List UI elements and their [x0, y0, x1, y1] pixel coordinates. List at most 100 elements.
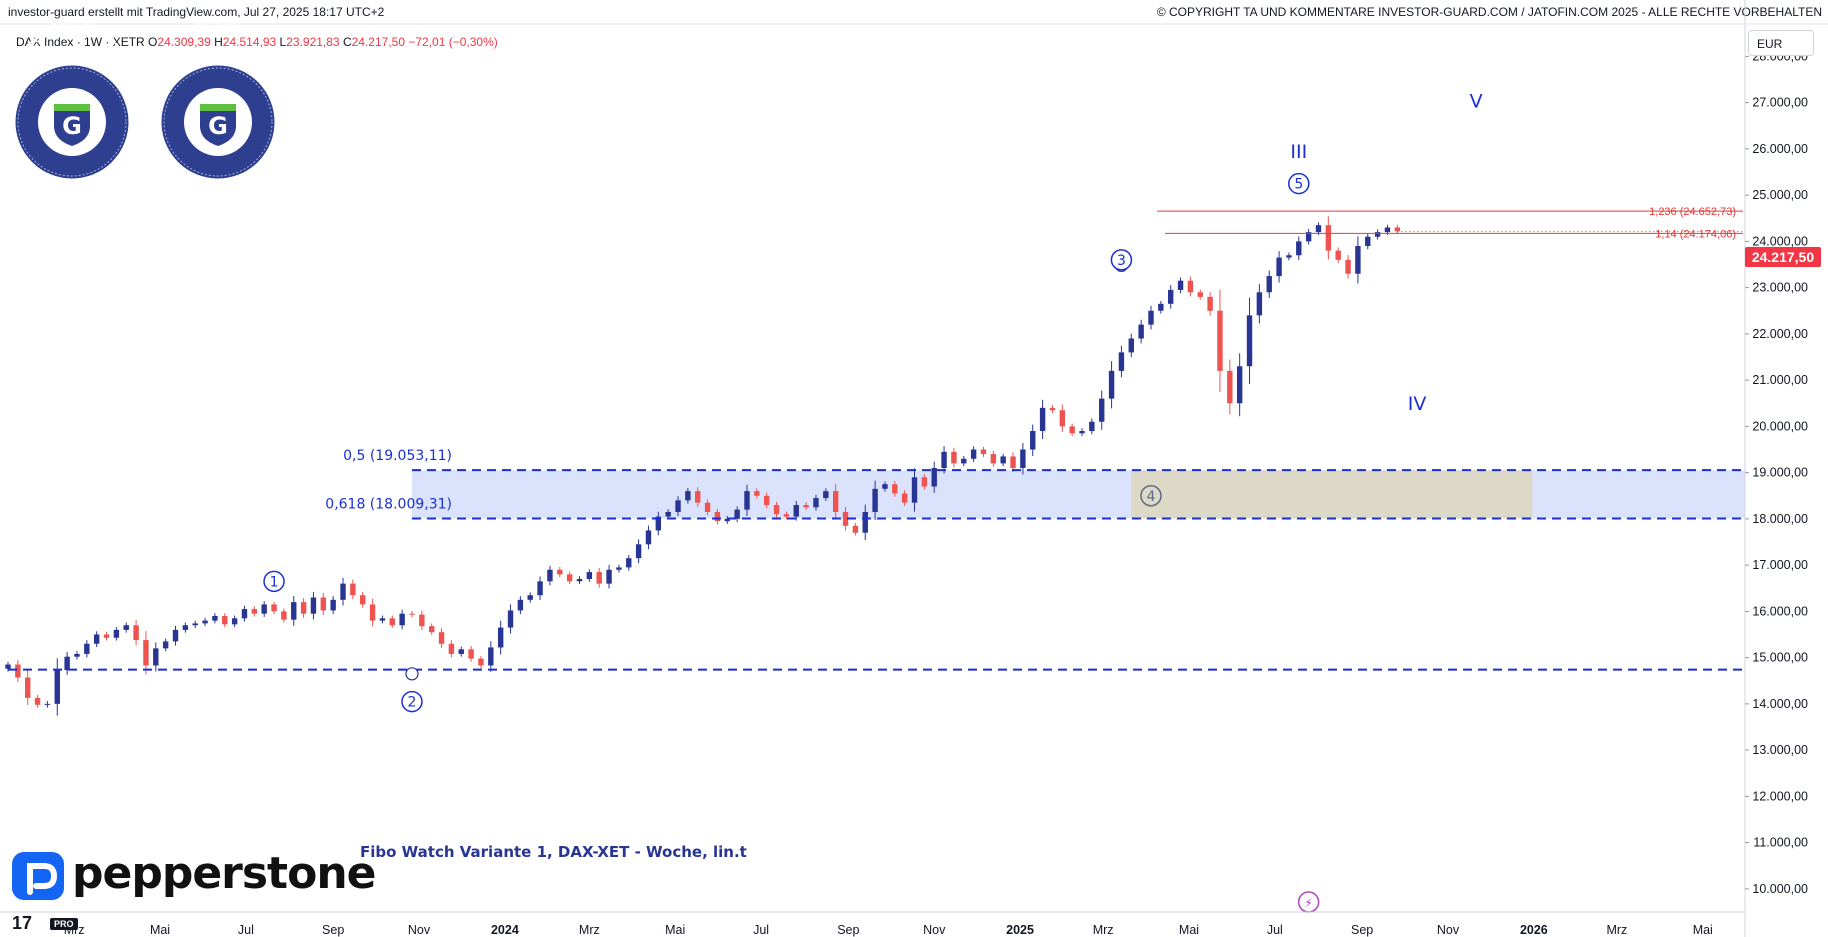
- candle[interactable]: [783, 511, 790, 520]
- candle[interactable]: [1266, 270, 1272, 298]
- candle[interactable]: [1246, 297, 1253, 385]
- candle[interactable]: [350, 579, 356, 600]
- candle[interactable]: [1099, 390, 1105, 430]
- candle[interactable]: [497, 620, 504, 655]
- candle[interactable]: [320, 592, 327, 615]
- candle[interactable]: [1315, 222, 1322, 235]
- candle[interactable]: [832, 483, 839, 520]
- candle[interactable]: [1039, 399, 1046, 440]
- candle[interactable]: [1187, 276, 1194, 297]
- candle[interactable]: [448, 640, 455, 658]
- candle[interactable]: [1138, 319, 1144, 344]
- candle[interactable]: [93, 631, 100, 647]
- candle[interactable]: [961, 455, 967, 467]
- candle[interactable]: [1197, 289, 1203, 300]
- candle[interactable]: [1148, 305, 1154, 330]
- candle[interactable]: [369, 598, 376, 627]
- candle[interactable]: [852, 523, 859, 536]
- candle[interactable]: [222, 613, 228, 628]
- candle[interactable]: [931, 461, 937, 493]
- candle[interactable]: [1355, 236, 1361, 284]
- candle[interactable]: [714, 508, 721, 525]
- candle[interactable]: [635, 539, 642, 564]
- candle[interactable]: [44, 701, 51, 708]
- candle[interactable]: [84, 640, 90, 658]
- candle[interactable]: [54, 658, 60, 716]
- candle[interactable]: [192, 620, 198, 629]
- candle[interactable]: [1276, 251, 1282, 283]
- candle[interactable]: [517, 596, 524, 615]
- candle[interactable]: [1177, 277, 1184, 294]
- candle[interactable]: [25, 670, 31, 705]
- candle[interactable]: [340, 577, 346, 606]
- candle[interactable]: [655, 511, 662, 536]
- candle[interactable]: [1030, 424, 1036, 456]
- candle[interactable]: [379, 615, 386, 624]
- candle[interactable]: [626, 554, 632, 571]
- symbol-legend[interactable]: DAX Index · 1W · XETR O24.309,39 H24.514…: [16, 35, 498, 49]
- candle[interactable]: [862, 504, 868, 541]
- candle[interactable]: [1365, 233, 1371, 250]
- candle[interactable]: [389, 615, 395, 629]
- candle[interactable]: [645, 525, 652, 550]
- candle[interactable]: [291, 595, 297, 626]
- candle[interactable]: [468, 646, 474, 662]
- candle[interactable]: [1069, 423, 1075, 437]
- candle[interactable]: [1059, 404, 1066, 433]
- candle[interactable]: [1118, 345, 1125, 378]
- candle[interactable]: [586, 569, 593, 582]
- candle[interactable]: [872, 480, 878, 521]
- candle[interactable]: [527, 592, 533, 603]
- candle[interactable]: [557, 566, 563, 578]
- candle[interactable]: [596, 568, 602, 588]
- candle[interactable]: [1374, 229, 1381, 240]
- candle[interactable]: [823, 488, 829, 501]
- candle[interactable]: [428, 623, 435, 635]
- candle[interactable]: [15, 660, 21, 683]
- candle[interactable]: [882, 481, 888, 492]
- candle[interactable]: [113, 627, 120, 641]
- candle[interactable]: [803, 502, 809, 511]
- candle[interactable]: [842, 507, 849, 531]
- candle[interactable]: [970, 446, 977, 462]
- candle[interactable]: [1049, 405, 1056, 413]
- symbol-name[interactable]: DAX Index · 1W · XETR: [16, 35, 145, 49]
- candle[interactable]: [1000, 453, 1006, 467]
- candle[interactable]: [64, 652, 70, 675]
- candle[interactable]: [773, 501, 780, 518]
- candle[interactable]: [202, 617, 208, 627]
- candle[interactable]: [921, 474, 928, 490]
- candle[interactable]: [360, 591, 366, 608]
- candle[interactable]: [793, 500, 799, 521]
- candle[interactable]: [685, 487, 691, 504]
- candle[interactable]: [1167, 285, 1174, 309]
- candle[interactable]: [281, 608, 287, 623]
- candle[interactable]: [547, 565, 553, 586]
- candle[interactable]: [409, 610, 415, 618]
- candle[interactable]: [478, 655, 484, 669]
- tradingview-logo[interactable]: 17: [12, 913, 33, 933]
- candle[interactable]: [74, 651, 80, 660]
- candle[interactable]: [212, 613, 218, 624]
- candle[interactable]: [1108, 361, 1115, 409]
- candle[interactable]: [251, 606, 258, 617]
- candle[interactable]: [616, 564, 622, 573]
- candle[interactable]: [310, 591, 317, 620]
- candle[interactable]: [300, 598, 307, 618]
- candle[interactable]: [951, 447, 957, 468]
- candle[interactable]: [1217, 289, 1223, 392]
- candle[interactable]: [901, 490, 908, 506]
- candle[interactable]: [764, 492, 770, 509]
- candle[interactable]: [419, 610, 425, 631]
- candle[interactable]: [990, 450, 997, 467]
- candle[interactable]: [1128, 333, 1134, 358]
- candle[interactable]: [734, 506, 740, 523]
- candle[interactable]: [1394, 224, 1401, 235]
- candle[interactable]: [271, 601, 277, 615]
- candle[interactable]: [1325, 216, 1332, 260]
- candle[interactable]: [1286, 252, 1292, 261]
- candle[interactable]: [458, 646, 464, 657]
- candle[interactable]: [330, 596, 336, 615]
- candle[interactable]: [1010, 452, 1016, 473]
